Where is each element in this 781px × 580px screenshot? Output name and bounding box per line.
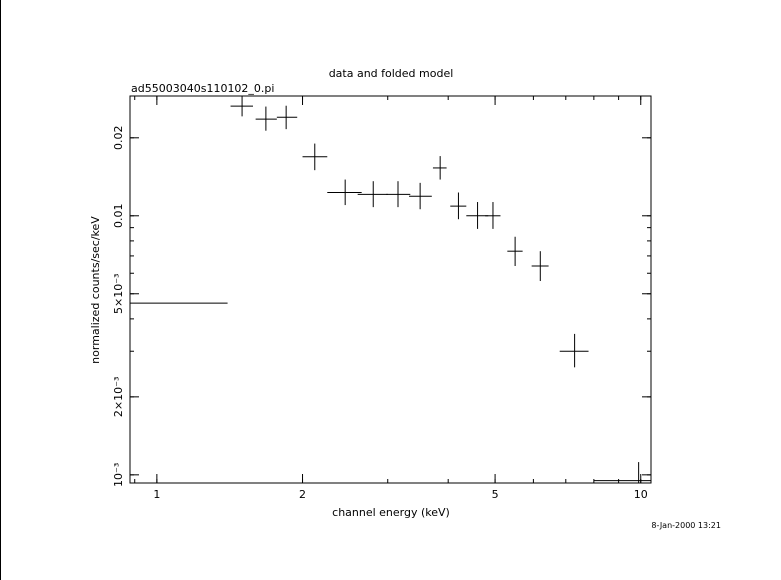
timestamp: 8-Jan-2000 13:21: [651, 521, 721, 530]
data-point: [230, 96, 253, 117]
x-tick-labels: 1 2 5 10: [153, 488, 647, 501]
y-tick-label: 2×10⁻³: [112, 377, 125, 417]
data-point: [466, 202, 489, 229]
y-tick-label: 0.01: [112, 204, 125, 229]
y-tick-label: 10⁻³: [112, 463, 125, 487]
y-tick-label: 0.02: [112, 126, 125, 151]
y-tick-label: 5×10⁻³: [112, 274, 125, 314]
data-point: [327, 179, 362, 206]
y-tick-labels: 10⁻³ 2×10⁻³ 5×10⁻³ 0.01 0.02: [112, 126, 125, 487]
x-axis-label: channel energy (keV): [332, 506, 450, 519]
axis-ticks: [130, 96, 651, 483]
plot-frame: [129, 95, 652, 484]
chart-title: data and folded model: [329, 67, 454, 80]
data-points: [129, 96, 651, 483]
data-point: [507, 236, 523, 266]
data-point: [129, 291, 228, 314]
chart-subtitle: ad55003040s110102_0.pi: [131, 82, 274, 95]
y-axis-label: normalized counts/sec/keV: [89, 216, 102, 364]
data-point: [593, 462, 651, 483]
data-point: [386, 181, 411, 208]
x-tick-label: 5: [492, 488, 499, 501]
data-point: [432, 156, 447, 180]
data-point: [450, 192, 467, 220]
x-tick-label: 1: [153, 488, 160, 501]
data-point: [485, 202, 501, 229]
window-edge-line: [0, 0, 1, 580]
data-point: [302, 143, 328, 171]
x-tick-label: 10: [634, 488, 648, 501]
data-point: [276, 105, 298, 130]
data-point: [409, 182, 432, 210]
data-point: [531, 251, 549, 282]
data-point: [255, 106, 277, 131]
data-point: [357, 181, 388, 208]
x-tick-label: 2: [299, 488, 306, 501]
data-point: [559, 333, 589, 368]
